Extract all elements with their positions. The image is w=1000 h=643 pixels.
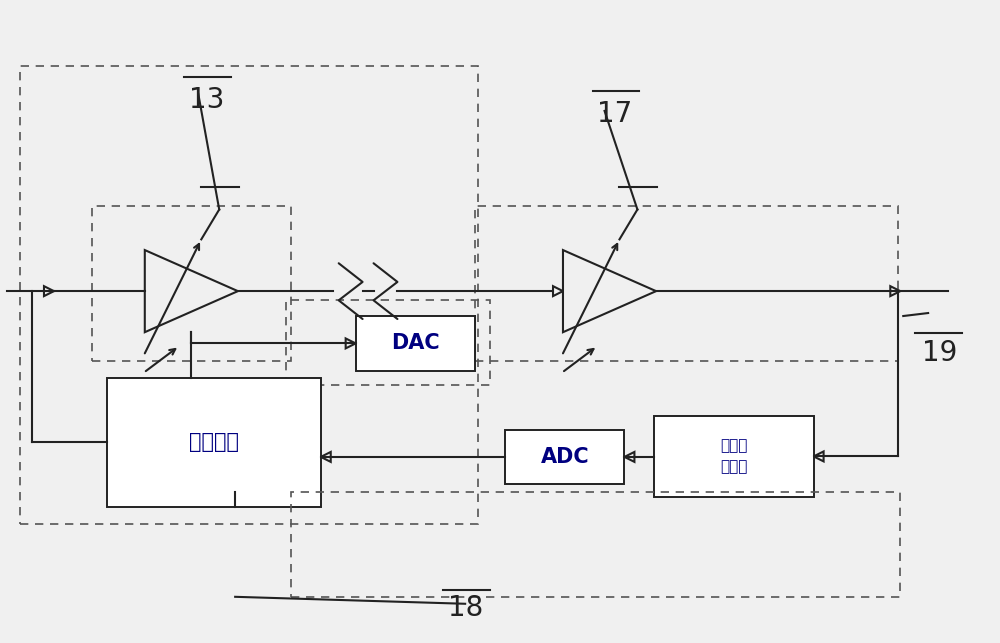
Bar bbox=[107, 377, 321, 507]
Bar bbox=[505, 430, 624, 484]
Text: 19: 19 bbox=[922, 339, 958, 367]
Text: 17: 17 bbox=[597, 100, 632, 128]
Text: 13: 13 bbox=[189, 86, 224, 114]
Bar bbox=[291, 493, 900, 597]
Bar bbox=[286, 300, 490, 385]
Text: 控制模块: 控制模块 bbox=[189, 433, 239, 453]
Bar bbox=[475, 206, 898, 361]
Bar bbox=[654, 415, 814, 497]
Text: ADC: ADC bbox=[540, 447, 589, 467]
Text: 功率检
测模块: 功率检 测模块 bbox=[720, 439, 748, 475]
Bar bbox=[20, 66, 478, 524]
Text: 18: 18 bbox=[448, 593, 483, 622]
Bar bbox=[92, 206, 291, 361]
Text: DAC: DAC bbox=[391, 334, 440, 354]
Bar bbox=[356, 316, 475, 371]
